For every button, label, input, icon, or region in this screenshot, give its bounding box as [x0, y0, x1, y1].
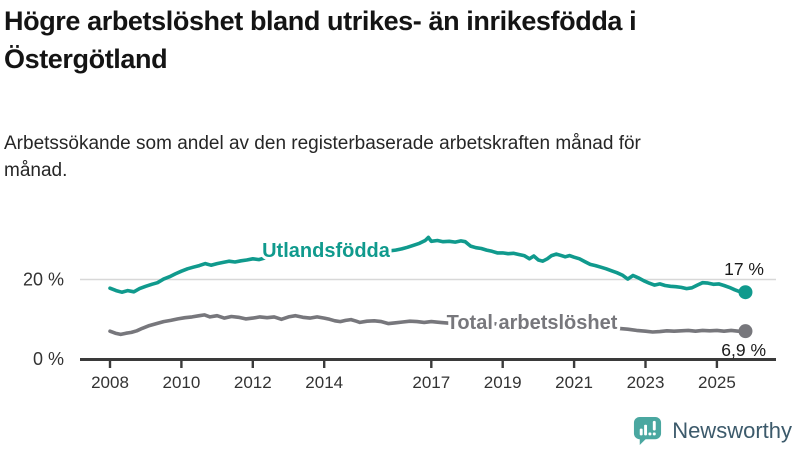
- newsworthy-logo[interactable]: Newsworthy: [632, 415, 792, 446]
- x-tick-label-2010: 2010: [162, 373, 200, 392]
- series-label-utlandsf-dda: Utlandsfödda: [262, 240, 391, 262]
- series-label-total-arbetsl-shet: Total arbetslöshet: [447, 312, 618, 334]
- x-tick-label-2014: 2014: [305, 373, 343, 392]
- page-title: Högre arbetslöshet bland utrikes- än inr…: [4, 6, 637, 74]
- y-tick-label-20: 20 %: [23, 270, 64, 290]
- series-line-utlandsf-dda: [108, 235, 748, 295]
- x-tick-label-2021: 2021: [555, 373, 593, 392]
- y-tick-label-0: 0 %: [33, 349, 64, 369]
- end-value-label-utlandsf-dda: 17 %: [724, 259, 764, 279]
- end-value-label-total-arbetsl-shet: 6,9 %: [721, 340, 766, 360]
- end-dot-total-arbetsl-shet: [738, 324, 753, 339]
- newsworthy-icon: [634, 416, 662, 446]
- end-dot-utlandsf-dda: [738, 285, 753, 300]
- chart-subtitle: Arbetssökande som andel av den registerb…: [4, 133, 641, 181]
- x-tick-label-2017: 2017: [412, 373, 450, 392]
- x-tick-label-2008: 2008: [91, 373, 129, 392]
- x-tick-label-2019: 2019: [484, 373, 522, 392]
- newsworthy-logo-text: Newsworthy: [672, 417, 792, 443]
- x-tick-label-2012: 2012: [234, 373, 272, 392]
- x-tick-label-2023: 2023: [627, 373, 665, 392]
- series-line-total-arbetsl-shet: [108, 313, 748, 337]
- x-tick-label-2025: 2025: [698, 373, 736, 392]
